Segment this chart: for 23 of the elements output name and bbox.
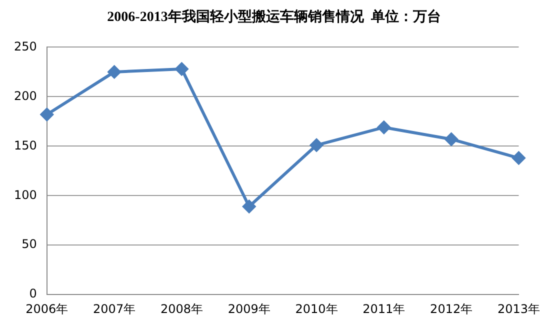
point	[444, 132, 458, 146]
y-tick-label: 200	[14, 88, 37, 103]
point	[310, 138, 324, 152]
x-tick-label: 2011年	[362, 302, 406, 316]
x-tick-label: 2008年	[160, 302, 203, 316]
point	[108, 65, 121, 78]
point	[377, 120, 390, 134]
point	[40, 108, 54, 121]
chart-title: 2006-2013年我国轻小型搬运车辆销售情况 单位：万台	[106, 8, 442, 26]
point	[242, 200, 256, 214]
y-tick-label: 150	[14, 138, 37, 152]
y-tick-label: 250	[14, 39, 37, 54]
y-tick-label: 50	[22, 237, 37, 252]
x-tick-label: 2012年	[430, 302, 473, 316]
x-tick-label: 2009年	[228, 302, 270, 316]
point	[512, 152, 526, 165]
x-tick-label: 2013年	[497, 302, 540, 316]
point	[175, 62, 188, 76]
x-tick-label: 2010年	[295, 302, 338, 316]
x-tick-label: 2006年	[26, 302, 68, 316]
y-tick-label: 100	[14, 188, 37, 202]
x-tick-label: 2007年	[93, 302, 136, 316]
y-tick-label: 0	[29, 286, 37, 301]
